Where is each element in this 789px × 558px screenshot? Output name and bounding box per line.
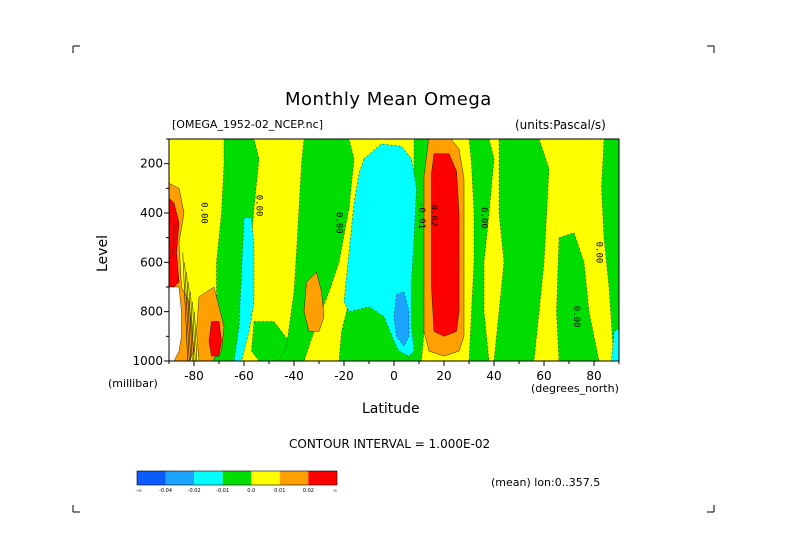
y-units-label: (millibar) [108,377,158,390]
legend-tick-label-4: 0.01 [274,488,285,494]
x-tick-label-5: 20 [436,369,451,383]
contour-region-9 [601,139,619,361]
contour-region-21 [169,217,175,258]
legend-tick-label-1: -0.02 [188,488,201,494]
legend-tick-label-3: 0.0 [247,488,255,494]
contour-label-6: 0.00 [571,306,581,328]
x-tick-label-7: 60 [536,369,551,383]
y-tick-label-4: 1000 [132,354,163,368]
contour-region-13 [393,291,410,347]
dataset-label: [OMEGA_1952-02_NCEP.nc] [172,118,323,131]
contour-region-12 [611,328,619,361]
contour-region-17 [303,271,325,332]
contour-label-3: -0.01 [416,202,426,229]
y-tick-label-3: 800 [140,305,163,319]
contour-region-2 [251,321,295,361]
contour-label-1: 0.00 [254,195,264,217]
legend-swatch-5 [279,471,309,485]
legend-swatch-4 [251,471,280,485]
units-label: (units:Pascal/s) [515,118,606,132]
contour-line-dense-3 [188,282,193,361]
chart-title: Monthly Mean Omega [285,89,492,110]
legend-swatch-3 [222,471,252,485]
contour-label-4: 0.02 [429,205,439,227]
legend-tick-label-0: -0.04 [159,488,172,494]
x-tick-label-2: -40 [284,369,304,383]
contour-region-22 [169,286,182,361]
legend-swatch-2 [194,471,223,485]
corner-mark-bottom-right [707,505,715,513]
contour-region-3 [278,139,355,361]
legend-tick-label-5: 0.02 [303,488,314,494]
contour-line-dense-6 [194,311,198,361]
contour-fill-regions [169,139,619,361]
x-tick-label-1: -60 [234,369,254,383]
contour-line-dense-0 [182,252,189,361]
y-tick-label-1: 400 [140,206,163,220]
contour-region-20 [208,321,222,357]
contour-region-8 [556,232,600,361]
y-tick-label-0: 200 [140,157,163,171]
contour-region-18 [431,153,460,337]
legend-frame [136,470,338,486]
contour-line-dense-1 [184,262,190,361]
y-axis-ticks: 200 400 600 800 1000 [132,138,169,368]
contour-labels: 0.00 0.00 0.00 -0.01 0.02 0.00 0.00 0.00 [199,195,604,328]
legend-end-label-low: -∞ [136,488,142,494]
y-tick-label-2: 600 [140,255,163,269]
legend-swatch-0 [137,471,166,485]
corner-mark-top-right [707,45,715,53]
x-tick-label-3: -20 [334,369,354,383]
x-tick-label-0: -80 [184,369,204,383]
contour-region-7 [493,139,550,361]
legend-end-label-high: ∞ [333,488,337,494]
color-legend: -∞ -0.04 -0.02 -0.01 0.0 0.01 0.02 ∞ [136,470,338,494]
contour-region-6 [468,139,495,361]
contour-label-0: 0.00 [199,202,209,224]
legend-swatch-6 [308,471,337,485]
mean-longitude-label: (mean) lon:0..357.5 [491,476,601,489]
x-tick-label-6: 40 [486,369,501,383]
x-units-label: (degrees_north) [531,382,619,395]
y-axis-label: Level [95,235,111,272]
x-tick-label-8: 80 [586,369,601,383]
x-axis-label: Latitude [362,401,420,417]
contour-line-dense-2 [186,272,192,361]
corner-mark-bottom-left [72,505,80,513]
contour-line-dense-4 [190,291,195,361]
contour-region-10 [233,217,255,361]
contour-label-5: 0.00 [479,207,489,229]
contour-label-2: 0.00 [334,212,344,234]
x-axis-ticks: -80 -60 -40 -20 0 20 40 60 80 [168,361,620,383]
contour-label-7: 0.00 [594,242,604,264]
legend-tick-label-2: -0.01 [216,488,229,494]
legend-swatch-1 [165,471,195,485]
contour-line-dense-5 [192,301,196,361]
x-tick-label-4: 0 [390,369,398,383]
contour-interval-label: CONTOUR INTERVAL = 1.000E-02 [289,437,491,451]
corner-mark-top-left [72,45,80,53]
